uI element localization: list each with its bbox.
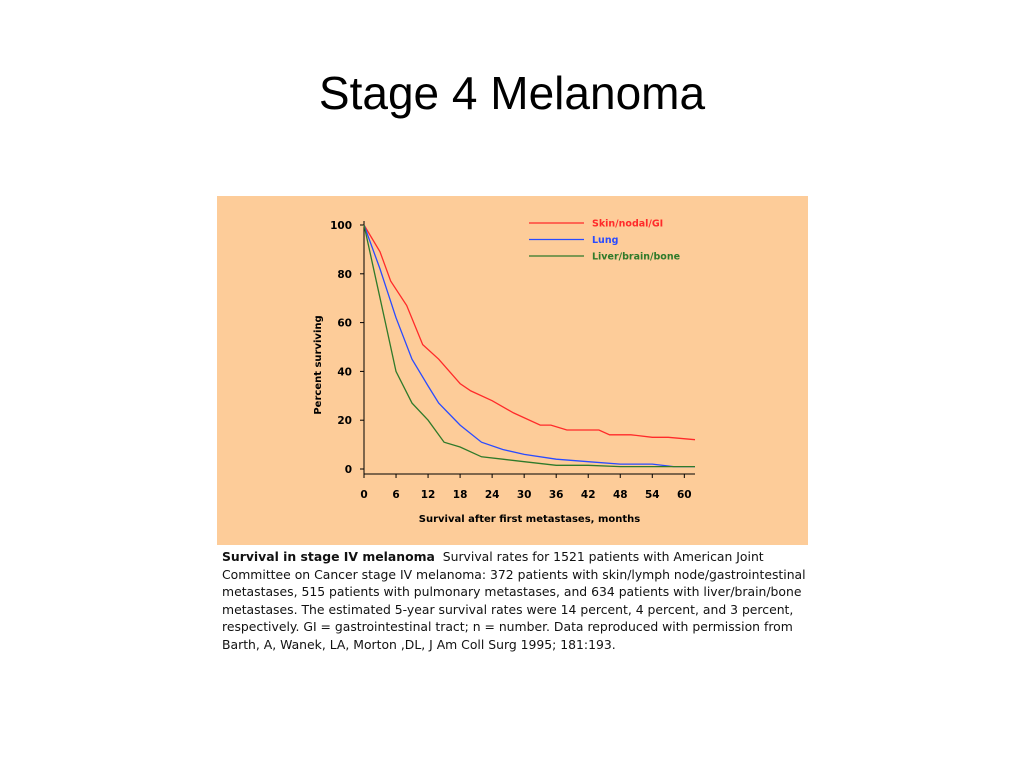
caption-body: Survival rates for 1521 patients with Am…	[222, 549, 806, 652]
legend-label-1: Skin/nodal/GI	[592, 219, 663, 230]
x-tick-label: 24	[485, 489, 500, 501]
x-tick-label: 6	[392, 489, 399, 501]
x-tick-label: 12	[421, 489, 436, 501]
x-tick-label: 42	[581, 489, 596, 501]
x-tick-label: 30	[517, 489, 532, 501]
x-tick-label: 48	[613, 489, 628, 501]
series-line-3	[363, 224, 695, 468]
slide-title: Stage 4 Melanoma	[318, 67, 706, 119]
y-tick-label: 40	[337, 366, 352, 378]
y-tick-label: 80	[337, 269, 352, 281]
caption-title: Survival in stage IV melanoma	[222, 549, 435, 564]
y-tick-label: 0	[345, 464, 352, 476]
survival-line-chart: 0 6 12 18 24 30 36 42 48 54 60 0 20 40 60 80 100 Survival…	[313, 219, 696, 525]
chart-panel: 0 6 12 18 24 30 36 42 48 54 60 0 20 40 60 80 100 Survival…	[217, 196, 808, 545]
x-tick-label: 18	[453, 489, 468, 501]
y-tick-label: 60	[337, 318, 352, 330]
x-tick-label: 60	[677, 489, 692, 501]
y-tick-label: 100	[330, 220, 352, 232]
x-tick-label: 54	[645, 489, 660, 501]
y-tick-label: 20	[337, 415, 352, 427]
legend-label-3: Liver/brain/bone	[592, 252, 680, 263]
x-tick-label: 36	[549, 489, 564, 501]
x-tick-label: 0	[360, 489, 367, 501]
figure-caption: Survival in stage IV melanoma Survival r…	[222, 548, 812, 654]
series-line-1	[363, 224, 696, 441]
series-line-2	[363, 224, 695, 468]
x-axis-label: Survival after first metastases, months	[419, 514, 640, 525]
legend-label-2: Lung	[592, 235, 618, 246]
y-axis-label: Percent surviving	[313, 315, 324, 414]
